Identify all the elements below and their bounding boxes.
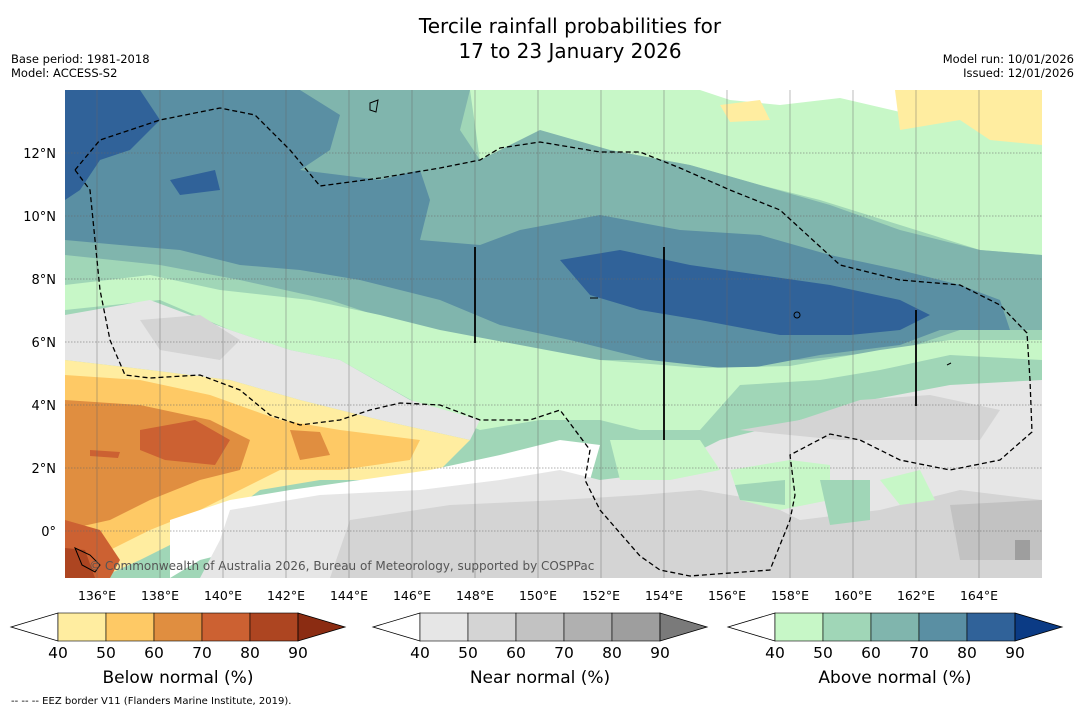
above-normal-title: Above normal (%)	[818, 668, 972, 688]
colorbar-segment	[201, 612, 251, 642]
issued-date: Issued: 12/01/2026	[963, 66, 1074, 80]
colorbar-tick: 80	[957, 644, 977, 662]
colorbar-segment	[153, 612, 203, 642]
colorbar-extend-high	[1014, 612, 1064, 642]
colorbar-extend-low	[371, 612, 421, 642]
model-run: Model run: 10/01/2026	[942, 52, 1074, 66]
probability-shading	[65, 90, 1042, 578]
below-normal-title: Below normal (%)	[102, 668, 254, 688]
colorbar-tick: 50	[813, 644, 833, 662]
colorbar-tick: 40	[410, 644, 430, 662]
colorbar-tick: 90	[1005, 644, 1025, 662]
colorbar-below-normal: 40 50 60 70 80 90	[9, 612, 347, 662]
colorbar-extend-low	[9, 612, 59, 642]
lon-label: 138°E	[141, 588, 179, 603]
colorbar-tick: 40	[48, 644, 68, 662]
copyright-text: © Commonwealth of Australia 2026, Bureau…	[89, 559, 594, 573]
page-title: Tercile rainfall probabilities for 17 to…	[0, 14, 1085, 64]
colorbar-tick: 50	[96, 644, 116, 662]
colorbar-segment	[419, 612, 469, 642]
colorbar-tick: 90	[650, 644, 670, 662]
lat-label: 8°N	[32, 273, 57, 288]
lon-label: 136°E	[78, 588, 116, 603]
lon-label: 158°E	[771, 588, 809, 603]
lon-label: 152°E	[582, 588, 620, 603]
colorbar-segment	[515, 612, 565, 642]
islands	[74, 99, 952, 573]
lon-label: 164°E	[960, 588, 998, 603]
title-line-2: 17 to 23 January 2026	[458, 39, 682, 63]
title-line-1: Tercile rainfall probabilities for	[418, 14, 722, 38]
colorbar-tick: 80	[602, 644, 622, 662]
colorbar-tick: 60	[861, 644, 881, 662]
lat-label: 12°N	[23, 147, 56, 162]
lon-label: 144°E	[330, 588, 368, 603]
colorbar-segment	[105, 612, 155, 642]
colorbar-extend-low	[726, 612, 776, 642]
colorbar-tick: 50	[458, 644, 478, 662]
base-period: Base period: 1981-2018	[11, 52, 150, 66]
eez-footnote: -- -- -- EEZ border V11 (Flanders Marine…	[11, 696, 292, 707]
colorbar-tick: 80	[240, 644, 260, 662]
colorbar-tick: 60	[144, 644, 164, 662]
lon-label: 162°E	[897, 588, 935, 603]
lat-label: 2°N	[32, 462, 57, 477]
colorbar-tick: 70	[192, 644, 212, 662]
colorbar-tick: 70	[554, 644, 574, 662]
colorbar-extend-high	[297, 612, 347, 642]
lon-label: 146°E	[393, 588, 431, 603]
colorbar-segment	[774, 612, 824, 642]
lon-label: 156°E	[708, 588, 746, 603]
lon-label: 160°E	[834, 588, 872, 603]
latitude-labels: 12°N 10°N 8°N 6°N 4°N 2°N 0°	[23, 147, 56, 540]
lat-label: 4°N	[32, 399, 57, 414]
colorbar-segment	[57, 612, 107, 642]
colorbar-segment	[611, 612, 661, 642]
colorbar-tick: 60	[506, 644, 526, 662]
colorbar-tick: 90	[288, 644, 308, 662]
lon-label: 154°E	[645, 588, 683, 603]
colorbar-segment	[249, 612, 299, 642]
near-normal-title: Near normal (%)	[469, 668, 611, 688]
forecast-map: © Commonwealth of Australia 2026, Bureau…	[23, 90, 1042, 603]
lon-label: 148°E	[456, 588, 494, 603]
lon-label: 150°E	[519, 588, 557, 603]
lat-label: 10°N	[23, 210, 56, 225]
base-period-info: Base period: 1981-2018 Model: ACCESS-S2	[11, 52, 150, 80]
colorbar-tick: 70	[909, 644, 929, 662]
longitude-labels: 136°E 138°E 140°E 142°E 144°E 146°E 148°E 150°E…	[78, 588, 998, 603]
lon-label: 142°E	[267, 588, 305, 603]
colorbar-segment	[467, 612, 517, 642]
colorbar-segment	[918, 612, 968, 642]
colorbar-segment	[563, 612, 613, 642]
colorbar-segment	[966, 612, 1016, 642]
boundary-lines	[474, 247, 917, 440]
colorbar-segment	[870, 612, 920, 642]
colorbar-segment	[822, 612, 872, 642]
colorbar-near-normal: 40 50 60 70 80 90	[371, 612, 709, 662]
colorbar-tick: 40	[765, 644, 785, 662]
eez-border	[74, 107, 1033, 577]
lat-label: 0°	[41, 525, 56, 540]
model-name: Model: ACCESS-S2	[11, 66, 118, 80]
colorbar-above-normal: 40 50 60 70 80 90	[726, 612, 1064, 662]
colorbar-extend-high	[659, 612, 709, 642]
run-info: Model run: 10/01/2026 Issued: 12/01/2026	[943, 52, 1074, 80]
lat-label: 6°N	[32, 336, 57, 351]
lon-label: 140°E	[204, 588, 242, 603]
